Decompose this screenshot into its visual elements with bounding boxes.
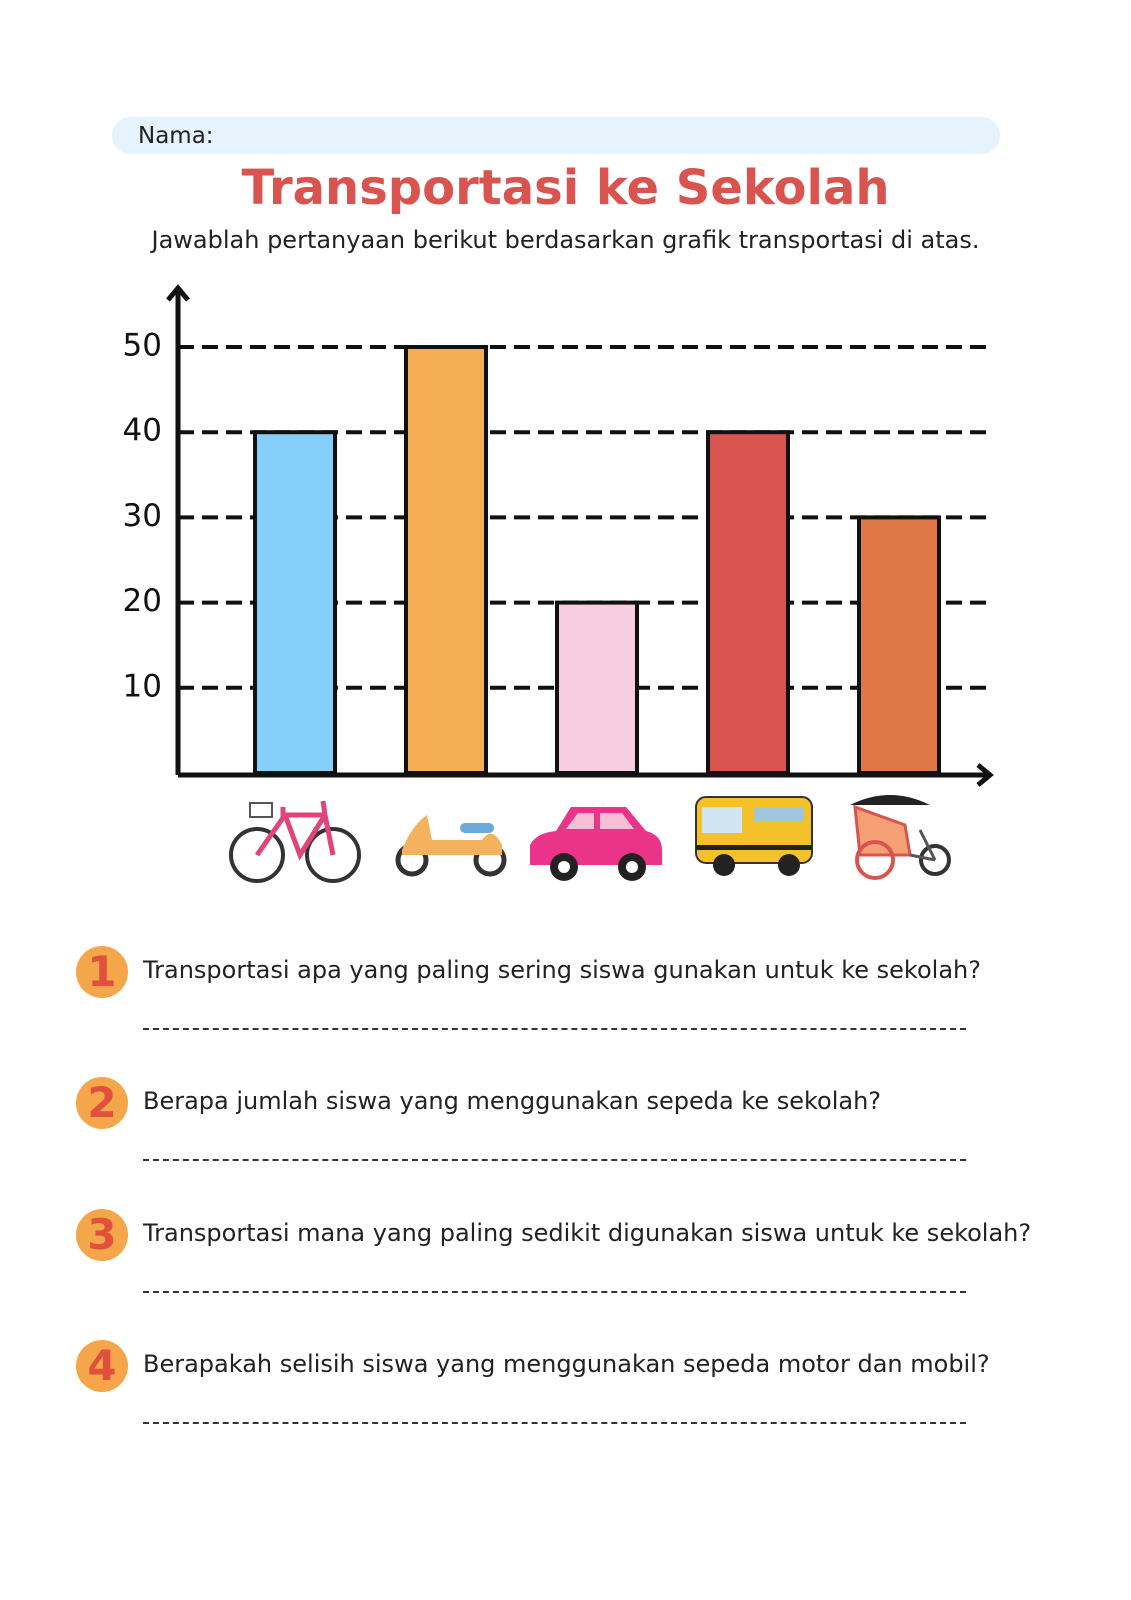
question-text: Transportasi mana yang paling sedikit di… xyxy=(143,1219,1032,1247)
bus-icon xyxy=(695,796,813,876)
bar xyxy=(857,515,941,775)
y-tick-label: 10 xyxy=(123,668,162,704)
answer-line xyxy=(143,1028,966,1030)
chart-subtitle: Jawablah pertanyaan berikut berdasarkan … xyxy=(151,226,980,254)
bar xyxy=(253,430,337,775)
answer-line xyxy=(143,1422,966,1424)
car-icon xyxy=(530,807,662,881)
question: 4 Berapakah selisih siswa yang menggunaka… xyxy=(76,1340,1116,1440)
y-tick-label: 20 xyxy=(123,583,162,619)
question-number: 1 xyxy=(76,946,128,998)
chart-title: Transportasi ke Sekolah xyxy=(241,160,890,216)
question-text: Transportasi apa yang paling sering sisw… xyxy=(143,956,981,984)
bar xyxy=(555,600,639,775)
bar xyxy=(404,345,488,775)
question-number: 3 xyxy=(76,1209,128,1261)
name-label: Nama: xyxy=(138,123,214,149)
question-number: 2 xyxy=(76,1077,128,1129)
y-tick-label: 40 xyxy=(123,413,162,449)
y-tick-label: 50 xyxy=(123,328,162,364)
becak-icon xyxy=(850,795,951,880)
chart: 10 20 30 40 50 xyxy=(123,284,994,883)
x-axis xyxy=(178,763,994,787)
y-tick-label: 30 xyxy=(123,498,162,534)
answer-line xyxy=(143,1159,966,1161)
question-number: 4 xyxy=(76,1340,128,1392)
bicycle-icon xyxy=(229,800,361,883)
name-field: Nama: xyxy=(112,117,1000,154)
question: 3 Transportasi mana yang paling sedikit d… xyxy=(76,1209,1116,1309)
question: 2 Berapa jumlah siswa yang menggunakan se… xyxy=(76,1077,1116,1177)
scooter-icon xyxy=(395,815,507,877)
question-text: Berapa jumlah siswa yang menggunakan sep… xyxy=(143,1087,882,1115)
bar xyxy=(706,430,790,775)
question-text: Berapakah selisih siswa yang menggunakan… xyxy=(143,1350,990,1378)
y-axis xyxy=(166,284,190,775)
answer-line xyxy=(143,1291,966,1293)
question: 1 Transportasi apa yang paling sering sis… xyxy=(76,946,1116,1046)
